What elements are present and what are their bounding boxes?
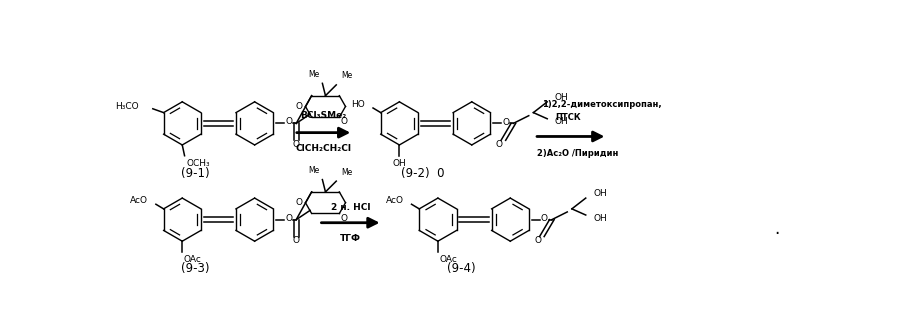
Text: ClCH₂CH₂Cl: ClCH₂CH₂Cl xyxy=(295,143,351,153)
Text: O: O xyxy=(295,198,303,207)
Text: O: O xyxy=(293,236,300,245)
Text: OCH₃: OCH₃ xyxy=(186,159,210,168)
Text: OH: OH xyxy=(555,93,568,102)
Text: OH: OH xyxy=(392,159,406,168)
Text: Me: Me xyxy=(308,166,320,175)
Text: BCl₃SMe₂: BCl₃SMe₂ xyxy=(301,111,347,120)
Text: (9-4): (9-4) xyxy=(446,262,475,276)
Text: O: O xyxy=(295,102,303,111)
Text: Me: Me xyxy=(341,71,352,80)
Text: H₃CO: H₃CO xyxy=(115,102,139,111)
Text: Me: Me xyxy=(308,70,320,79)
Text: 2)Ac₂O /Пиридин: 2)Ac₂O /Пиридин xyxy=(537,149,619,158)
Text: ТГФ: ТГФ xyxy=(340,234,361,243)
Text: AcO: AcO xyxy=(386,196,404,205)
Text: O: O xyxy=(285,214,292,223)
Text: OH: OH xyxy=(594,214,607,222)
Text: (9-2)  0: (9-2) 0 xyxy=(401,167,445,180)
Text: Me: Me xyxy=(341,167,352,177)
Text: O: O xyxy=(340,214,348,222)
Text: OH: OH xyxy=(555,117,568,126)
Text: HO: HO xyxy=(352,100,365,109)
Text: O: O xyxy=(285,117,292,126)
Text: O: O xyxy=(293,140,300,149)
Text: O: O xyxy=(502,118,509,127)
Text: ПТСК: ПТСК xyxy=(556,113,581,123)
Text: AcO: AcO xyxy=(130,196,148,205)
Text: 1)2,2-диметоксипропан,: 1)2,2-диметоксипропан, xyxy=(541,100,662,109)
Text: .: . xyxy=(774,220,779,238)
Text: O: O xyxy=(534,236,541,245)
Text: (9-3): (9-3) xyxy=(181,262,209,276)
Text: OAc: OAc xyxy=(439,255,457,264)
Text: O: O xyxy=(340,117,348,126)
Text: O: O xyxy=(541,214,548,223)
Text: OH: OH xyxy=(594,189,607,198)
Text: O: O xyxy=(496,140,503,149)
Text: 2 н. HCl: 2 н. HCl xyxy=(330,203,370,212)
Text: OAc: OAc xyxy=(184,255,202,264)
Text: (9-1): (9-1) xyxy=(181,167,209,180)
